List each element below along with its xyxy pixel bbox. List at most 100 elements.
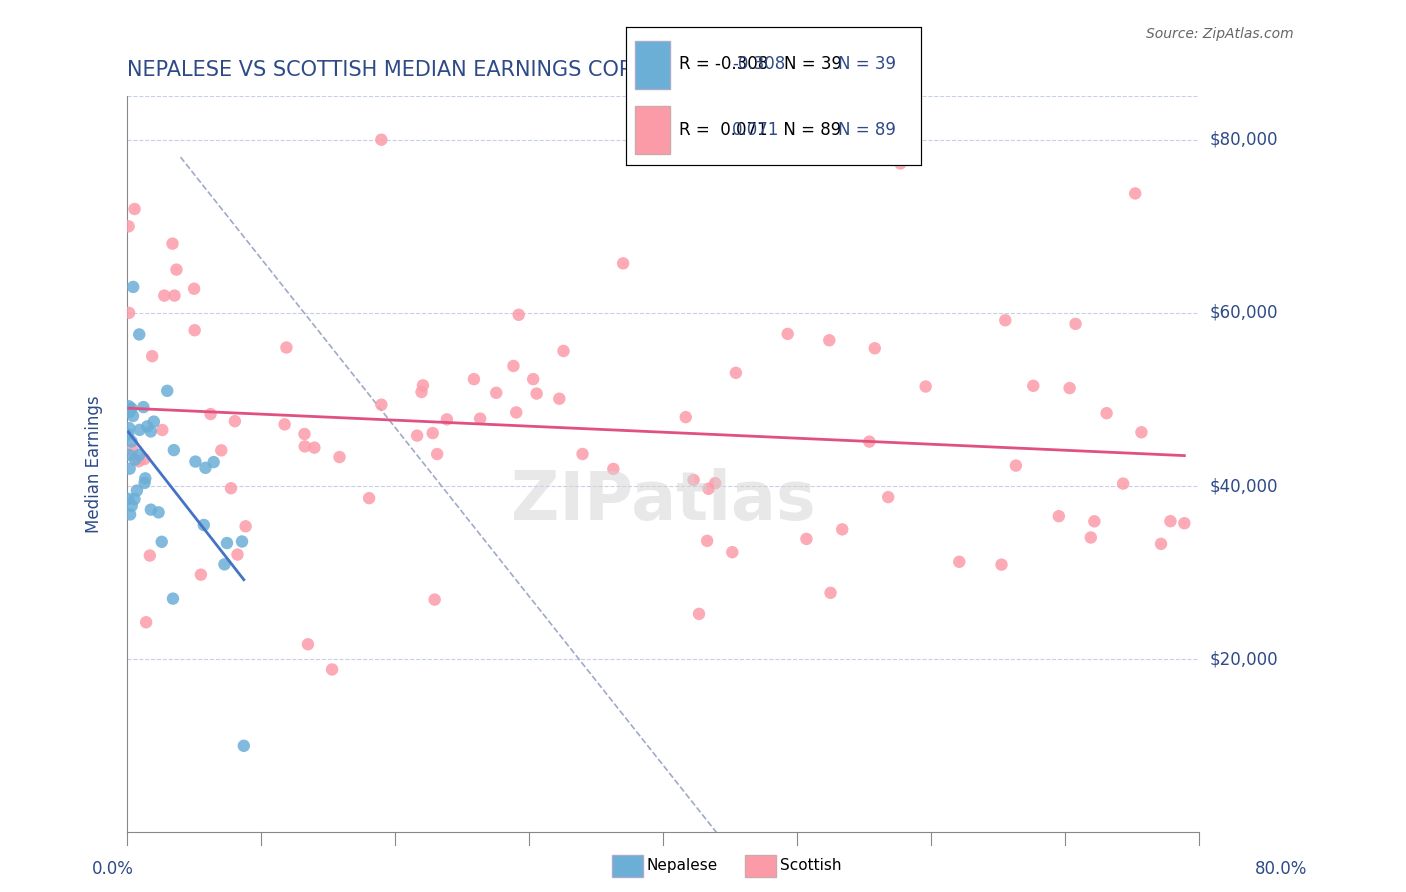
Point [162, 236, 184, 251]
Text: $40,000: $40,000 [1211, 477, 1278, 495]
Point [117, 219, 139, 234]
Point [215, 536, 238, 550]
Point [877, 490, 900, 504]
Point [219, 481, 242, 495]
Point [124, 491, 146, 506]
Point [422, 426, 444, 441]
Point [163, 443, 186, 458]
Point [1022, 379, 1045, 393]
Point [134, 452, 156, 467]
Point [612, 256, 634, 270]
Point [1047, 509, 1070, 524]
Point [276, 341, 298, 355]
Point [682, 473, 704, 487]
Point [139, 549, 162, 563]
Point [571, 447, 593, 461]
Point [162, 591, 184, 606]
Text: $80,000: $80,000 [1211, 131, 1278, 149]
Point [128, 448, 150, 462]
Point [136, 419, 159, 434]
Text: ZIPatlas: ZIPatlas [510, 468, 815, 534]
Point [863, 341, 886, 355]
Point [831, 522, 853, 536]
Point [411, 384, 433, 399]
Point [125, 483, 148, 498]
Point [121, 434, 143, 449]
Point [294, 427, 316, 442]
Point [820, 586, 842, 600]
Point [948, 555, 970, 569]
Point [436, 412, 458, 426]
Text: Source: ZipAtlas.com: Source: ZipAtlas.com [1146, 27, 1294, 41]
Point [1059, 381, 1081, 395]
Point [142, 415, 165, 429]
Point [141, 349, 163, 363]
Point [1173, 516, 1195, 531]
Point [118, 461, 141, 475]
Point [183, 323, 205, 337]
Point [412, 378, 434, 392]
Point [163, 288, 186, 302]
Point [553, 343, 575, 358]
Point [117, 427, 139, 442]
Point [226, 548, 249, 562]
Point [1112, 476, 1135, 491]
Point [990, 558, 1012, 572]
Point [1080, 531, 1102, 545]
Point [304, 441, 326, 455]
Point [776, 326, 799, 341]
Point [121, 499, 143, 513]
Point [139, 502, 162, 516]
Point [796, 532, 818, 546]
Point [231, 534, 253, 549]
Point [118, 405, 141, 419]
Point [294, 439, 316, 453]
Point [704, 476, 727, 491]
Point [697, 482, 720, 496]
Text: $60,000: $60,000 [1211, 304, 1278, 322]
Point [121, 442, 143, 457]
Point [370, 133, 392, 147]
Point [914, 379, 936, 393]
Point [153, 288, 176, 302]
Point [128, 454, 150, 468]
Point [132, 400, 155, 414]
Point [548, 392, 571, 406]
Point [463, 372, 485, 386]
Point [721, 545, 744, 559]
Point [200, 407, 222, 421]
Point [818, 333, 841, 347]
Point [194, 460, 217, 475]
Point [1083, 514, 1105, 528]
Text: NEPALESE VS SCOTTISH MEDIAN EARNINGS CORRELATION CHART: NEPALESE VS SCOTTISH MEDIAN EARNINGS COR… [127, 60, 813, 79]
Point [202, 455, 225, 469]
Point [468, 411, 491, 425]
Point [1005, 458, 1028, 473]
Point [118, 399, 141, 413]
Point [696, 533, 718, 548]
Point [370, 398, 392, 412]
Y-axis label: Median Earnings: Median Earnings [86, 396, 103, 533]
Point [1150, 537, 1173, 551]
Point [1123, 186, 1146, 201]
Point [135, 615, 157, 630]
FancyBboxPatch shape [634, 40, 669, 89]
Point [209, 443, 232, 458]
Text: N = 39: N = 39 [838, 55, 896, 73]
Point [675, 410, 697, 425]
Point [602, 462, 624, 476]
Point [183, 282, 205, 296]
Point [193, 518, 215, 533]
Point [124, 202, 146, 216]
Point [118, 421, 141, 435]
Point [1064, 317, 1087, 331]
Point [328, 450, 350, 464]
Text: 0.071: 0.071 [733, 121, 779, 139]
Point [128, 423, 150, 437]
Point [1095, 406, 1118, 420]
Point [128, 327, 150, 342]
Point [994, 313, 1017, 327]
Point [724, 366, 747, 380]
Point [502, 359, 524, 373]
Text: 0.0%: 0.0% [91, 860, 134, 878]
